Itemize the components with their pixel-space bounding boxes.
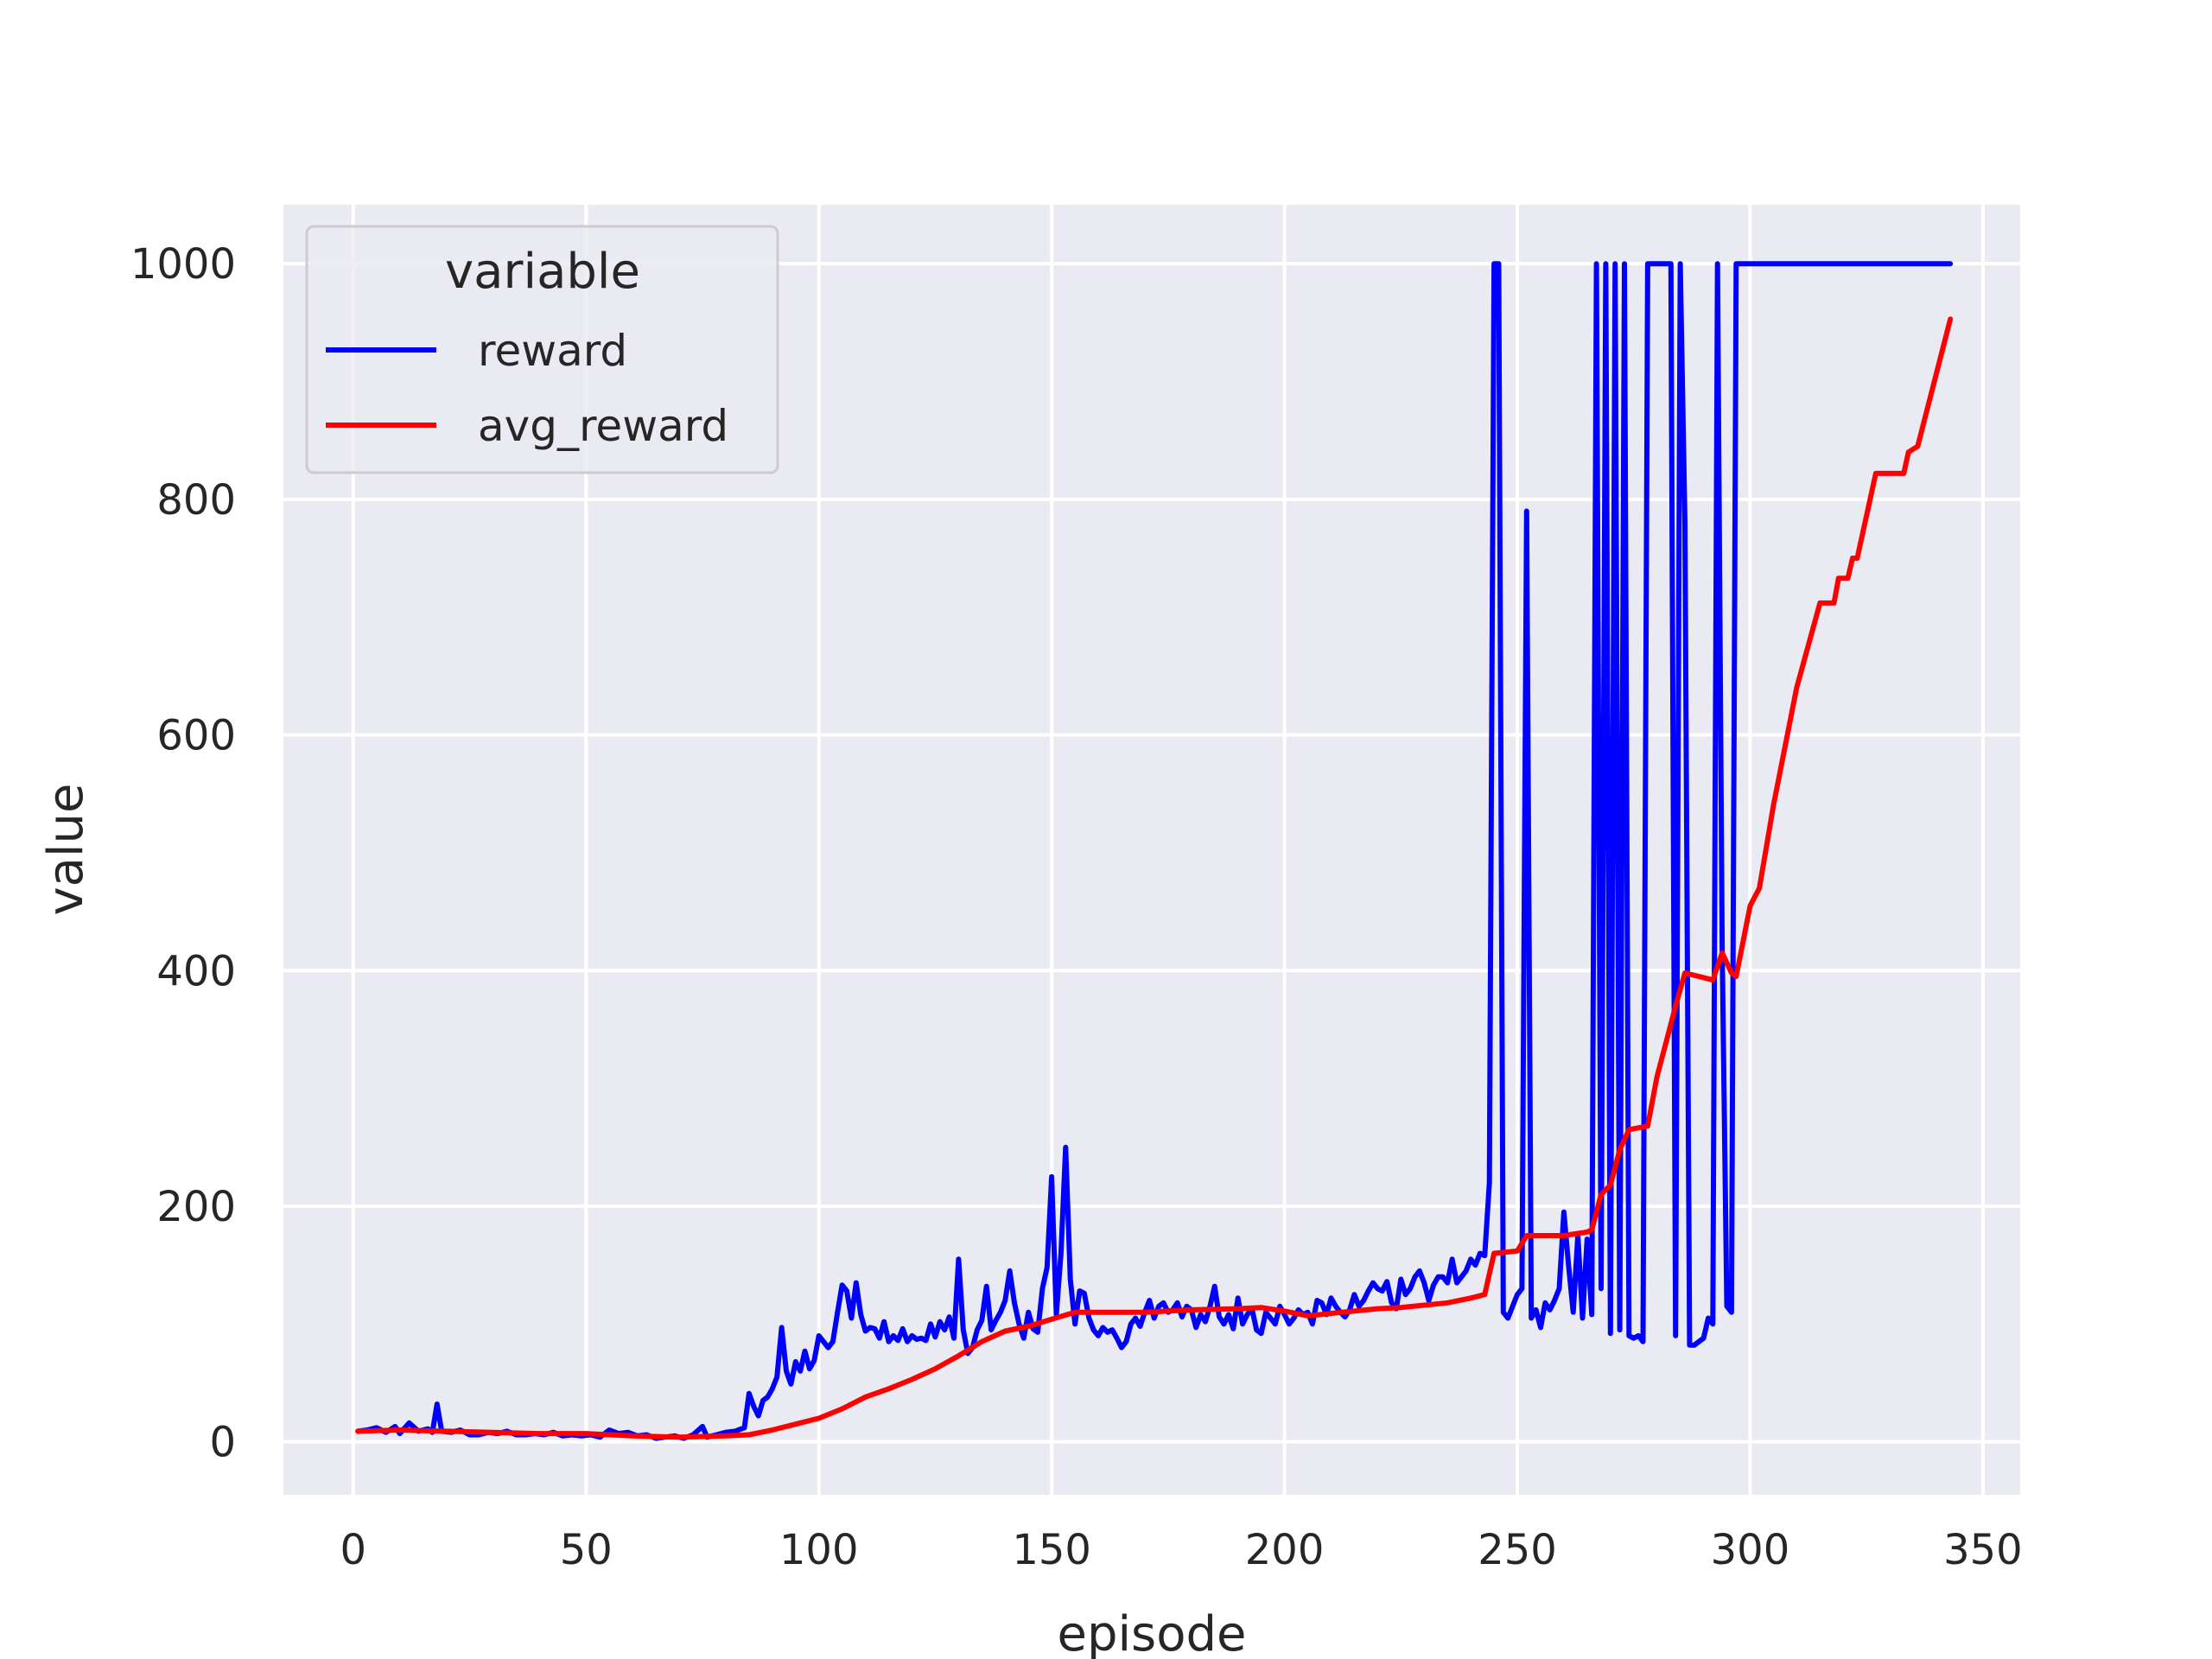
legend-label-reward: reward <box>478 326 627 376</box>
x-axis-ticks: 0 50 100 150 200 250 300 350 <box>340 1526 2023 1574</box>
series-line-avg-reward <box>355 316 1954 1440</box>
legend-title: variable <box>445 244 640 300</box>
y-tick-label: 1000 <box>130 240 236 289</box>
x-tick-label: 250 <box>1478 1526 1557 1574</box>
legend-label-avg-reward: avg_reward <box>478 401 728 451</box>
x-axis-label: episode <box>1058 1606 1247 1659</box>
y-tick-label: 800 <box>156 476 236 524</box>
x-tick-label: 350 <box>1943 1526 2023 1574</box>
y-tick-label: 0 <box>209 1419 236 1467</box>
series-line-reward <box>355 261 1954 1441</box>
x-tick-label: 0 <box>340 1526 367 1574</box>
x-tick-label: 200 <box>1245 1526 1325 1574</box>
series-layer <box>355 261 1954 1441</box>
legend: variable reward avg_reward <box>305 225 779 474</box>
y-tick-label: 200 <box>156 1183 236 1231</box>
x-tick-label: 50 <box>560 1526 613 1574</box>
legend-box <box>305 225 779 474</box>
x-tick-label: 100 <box>779 1526 859 1574</box>
x-tick-label: 150 <box>1012 1526 1091 1574</box>
y-tick-label: 400 <box>156 947 236 995</box>
y-axis-ticks: 0 200 400 600 800 1000 <box>130 240 236 1466</box>
x-tick-label: 300 <box>1711 1526 1790 1574</box>
y-tick-label: 600 <box>156 712 236 760</box>
y-axis-label: value <box>38 784 94 916</box>
